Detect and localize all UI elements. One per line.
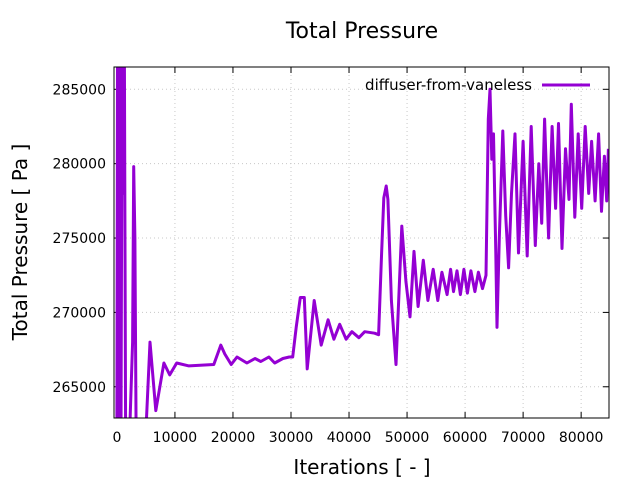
x-tick-label: 40000 <box>327 430 372 446</box>
plot-frame <box>113 66 610 419</box>
series-line-diffuser-from-vaneless <box>115 67 609 418</box>
x-tick-label: 10000 <box>153 430 198 446</box>
y-tick-label: 270000 <box>53 305 106 321</box>
x-axis-label: Iterations [ - ] <box>293 455 430 479</box>
x-tick-label: 70000 <box>501 430 546 446</box>
y-tick-label: 280000 <box>53 157 106 173</box>
x-tick-label: 0 <box>112 430 121 446</box>
x-tick-label: 80000 <box>559 430 604 446</box>
y-axis-label: Total Pressure [ Pa ] <box>8 144 32 342</box>
y-tick-label: 285000 <box>53 82 106 98</box>
legend: diffuser-from-vaneless <box>365 76 590 94</box>
y-tick-label: 275000 <box>53 231 106 247</box>
ticks: 0 10000 20000 30000 40000 50000 60000 70000 8000… <box>53 67 609 446</box>
y-tick-label: 265000 <box>53 380 106 396</box>
legend-label: diffuser-from-vaneless <box>365 76 532 94</box>
chart-title: Total Pressure <box>285 19 438 44</box>
x-tick-label: 60000 <box>443 430 488 446</box>
x-tick-label: 50000 <box>385 430 430 446</box>
x-tick-label: 30000 <box>269 430 314 446</box>
x-tick-label: 20000 <box>211 430 256 446</box>
